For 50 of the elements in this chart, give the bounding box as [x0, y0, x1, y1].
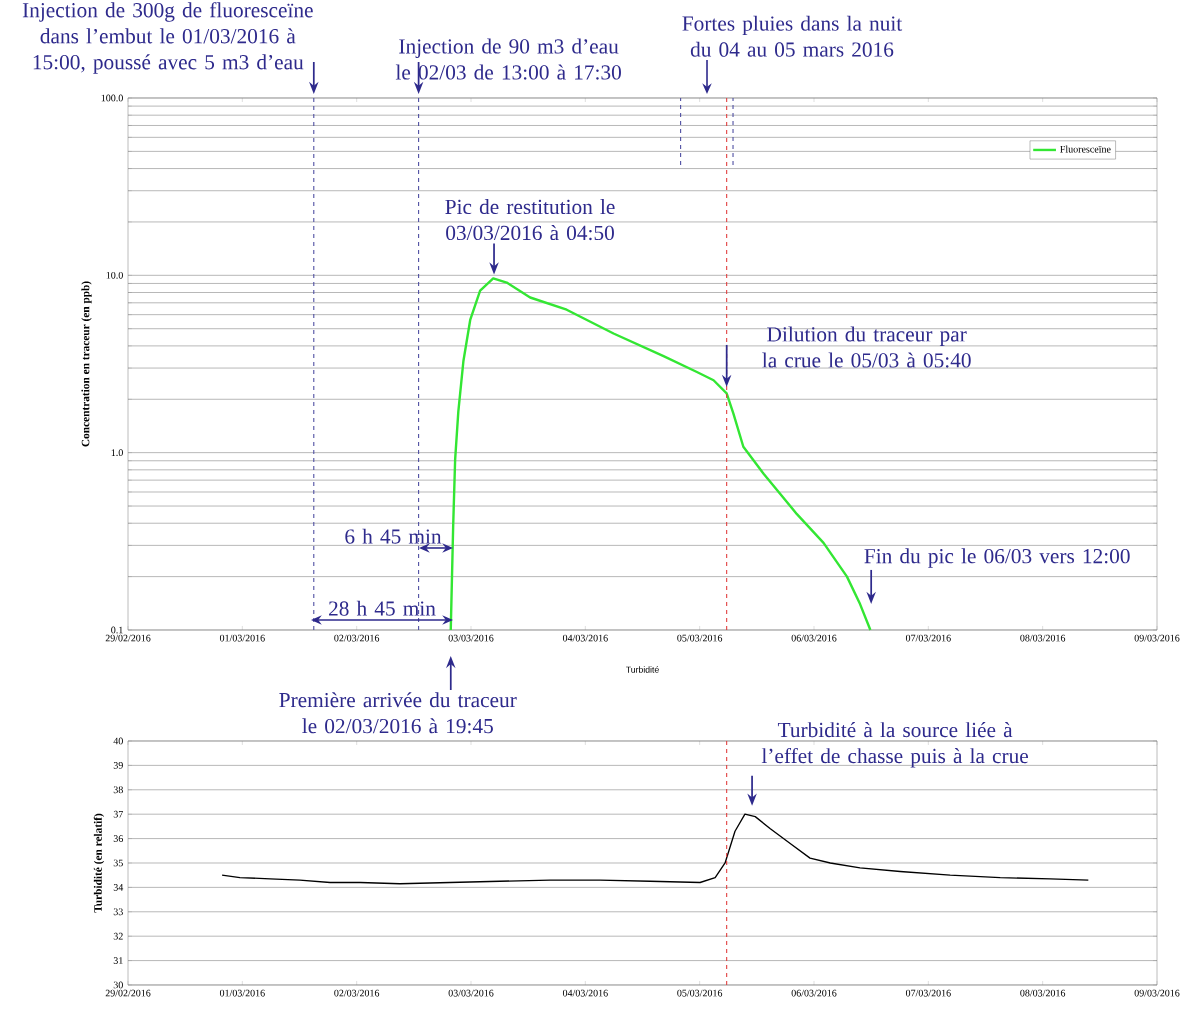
ref-line-label: Injection de 90 m3 d’eau le 02/03 de 13:00 à 17:30: [395, 38, 621, 80]
y-tick-label: 33: [113, 908, 123, 916]
y-tick-label: 32: [113, 932, 123, 940]
x-tick-label: 06/03/2016: [791, 634, 837, 642]
annotation: Dilution du traceur par la crue le 05/03 à 05:40: [762, 326, 971, 368]
annotation: Première arrivée du traceur le 02/03/2016 à 19:45: [279, 692, 517, 734]
x-tick-label: 09/03/2016: [1134, 634, 1180, 642]
y-tick-label: 40: [113, 737, 123, 745]
annotation: 6 h 45 min: [345, 528, 442, 544]
y-tick-label: 10.0: [106, 271, 123, 279]
y-tick-label: 37: [113, 810, 123, 818]
x-tick-label: 05/03/2016: [677, 989, 723, 997]
y-tick-label: 31: [113, 957, 123, 964]
annotation: 28 h 45 min: [329, 600, 436, 616]
y-tick-label: 38: [113, 786, 123, 794]
x-tick-label: 09/03/2016: [1134, 989, 1180, 997]
annotation: Turbidité à la source liée à l’effet de chasse puis à la crue: [761, 722, 1028, 768]
x-tick-label: 04/03/2016: [562, 634, 608, 642]
annotation: Fin du pic le 06/03 vers 12:00: [864, 548, 1130, 568]
x-tick-label: 04/03/2016: [562, 989, 608, 997]
y-tick-label: 100.0: [101, 94, 123, 102]
x-tick-label: 02/03/2016: [334, 989, 380, 997]
x-tick-label: 03/03/2016: [448, 989, 494, 997]
chart-title: Turbidité: [625, 666, 659, 673]
x-tick-label: 01/03/2016: [219, 634, 265, 642]
y-tick-label: 1.0: [111, 449, 123, 457]
x-tick-label: 08/03/2016: [1020, 989, 1066, 997]
line-series: [221, 813, 1089, 885]
x-tick-label: 03/03/2016: [448, 634, 494, 642]
ref-line-label: Injection de 300g de fluoresceïne dans l’embut le 01/03/2016 à 15:00, poussé avec 5 m3 d’eau: [22, 2, 313, 74]
x-tick-label: 01/03/2016: [219, 989, 265, 997]
y-tick-label: 0.1: [111, 626, 123, 634]
x-tick-label: 02/03/2016: [334, 634, 380, 642]
x-tick-label: 07/03/2016: [905, 634, 951, 642]
x-tick-label: 06/03/2016: [791, 989, 837, 997]
y-tick-label: 36: [113, 835, 123, 842]
x-tick-label: 08/03/2016: [1020, 634, 1066, 642]
y-axis-title: Concentration en traceur (en ppb): [81, 281, 92, 447]
y-tick-label: 35: [113, 859, 123, 867]
x-tick-label: 29/02/2016: [105, 989, 151, 997]
legend-label: Fluoresceïne: [1060, 145, 1111, 153]
annotation: Pic de restitution le 03/03/2016 à 04:50: [445, 199, 615, 241]
x-tick-label: 05/03/2016: [677, 634, 723, 642]
x-tick-label: 29/02/2016: [105, 634, 151, 642]
y-axis-title: Turbidité (en relatif): [93, 813, 105, 913]
x-tick-label: 07/03/2016: [905, 989, 951, 997]
y-tick-label: 39: [113, 762, 123, 769]
y-tick-label: 34: [113, 884, 124, 891]
y-tick-label: 30: [113, 981, 123, 989]
text: Fortes pluies dans la nuit du 04 au 05 mars 2016: [682, 15, 903, 57]
